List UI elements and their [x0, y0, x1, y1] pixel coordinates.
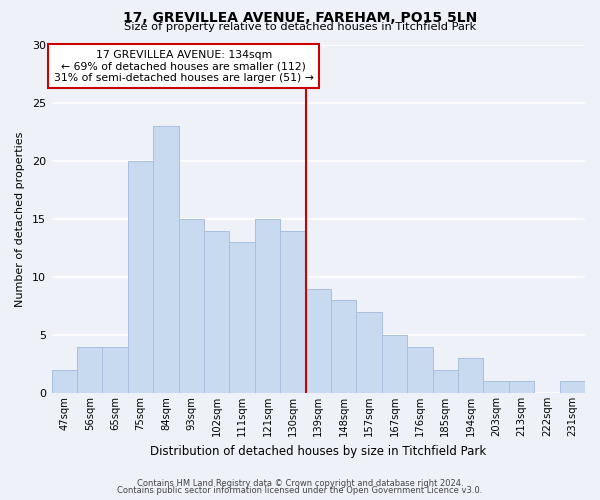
Text: 17 GREVILLEA AVENUE: 134sqm
← 69% of detached houses are smaller (112)
31% of se: 17 GREVILLEA AVENUE: 134sqm ← 69% of det…: [54, 50, 314, 83]
Bar: [229, 242, 255, 393]
Bar: [560, 382, 585, 393]
Bar: [77, 346, 103, 393]
Bar: [204, 230, 229, 393]
Bar: [484, 382, 509, 393]
Bar: [52, 370, 77, 393]
Bar: [433, 370, 458, 393]
Bar: [280, 230, 305, 393]
Bar: [407, 346, 433, 393]
Text: Contains public sector information licensed under the Open Government Licence v3: Contains public sector information licen…: [118, 486, 482, 495]
Text: Contains HM Land Registry data © Crown copyright and database right 2024.: Contains HM Land Registry data © Crown c…: [137, 478, 463, 488]
Y-axis label: Number of detached properties: Number of detached properties: [15, 132, 25, 306]
X-axis label: Distribution of detached houses by size in Titchfield Park: Distribution of detached houses by size …: [150, 444, 487, 458]
Text: 17, GREVILLEA AVENUE, FAREHAM, PO15 5LN: 17, GREVILLEA AVENUE, FAREHAM, PO15 5LN: [123, 11, 477, 25]
Bar: [179, 219, 204, 393]
Bar: [356, 312, 382, 393]
Bar: [103, 346, 128, 393]
Bar: [255, 219, 280, 393]
Bar: [382, 335, 407, 393]
Bar: [509, 382, 534, 393]
Bar: [458, 358, 484, 393]
Bar: [128, 161, 153, 393]
Bar: [305, 288, 331, 393]
Bar: [331, 300, 356, 393]
Bar: [153, 126, 179, 393]
Text: Size of property relative to detached houses in Titchfield Park: Size of property relative to detached ho…: [124, 22, 476, 32]
